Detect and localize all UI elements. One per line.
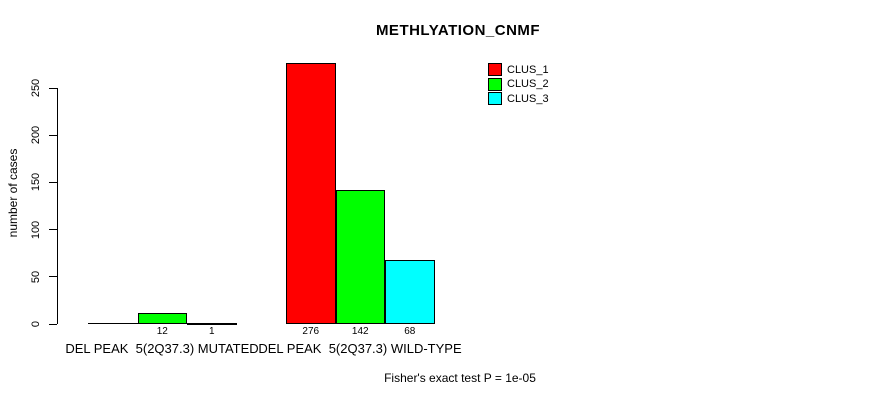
legend-item: CLUS_2: [488, 77, 549, 91]
y-axis-tick: [49, 181, 57, 183]
y-axis-line: [57, 88, 58, 324]
y-axis-tick-label: 0: [30, 320, 42, 328]
bar-clus_1: [286, 63, 336, 324]
legend-swatch-clus_3: [488, 92, 502, 105]
y-axis-tick-label: 150: [30, 173, 42, 192]
bar-value-label: 68: [404, 326, 416, 337]
y-axis-tick-label: 200: [30, 126, 42, 145]
legend-swatch-clus_2: [488, 77, 502, 91]
legend-item: CLUS_1: [488, 63, 549, 76]
bar-value-label: 142: [351, 326, 369, 337]
y-axis-tick: [49, 276, 57, 278]
x-group-label-mutated: DEL PEAK 5(2Q37.3) MUTATED: [65, 341, 259, 356]
y-axis-tick: [49, 323, 57, 325]
bar-clus_3: [187, 323, 237, 325]
bar-value-label: 1: [208, 326, 215, 337]
legend-label: CLUS_1: [507, 63, 549, 76]
chart-title: METHLYATION_CNMF: [375, 22, 541, 39]
y-axis-tick: [49, 87, 57, 89]
legend-label: CLUS_2: [507, 78, 549, 90]
y-axis-tick-label: 50: [30, 270, 42, 283]
bar-clus_2: [335, 190, 385, 324]
y-axis-tick: [49, 134, 57, 136]
legend-label: CLUS_3: [507, 92, 549, 105]
y-axis-tick: [49, 229, 57, 231]
y-axis-tick-label: 100: [30, 220, 42, 239]
bar-clus_3: [385, 260, 435, 324]
bar-value-label: 12: [156, 326, 168, 337]
legend: CLUS_1 CLUS_2 CLUS_3: [488, 63, 549, 105]
bar-clus_2: [137, 313, 187, 324]
bar-value-label: 276: [302, 326, 320, 337]
legend-item: CLUS_3: [488, 92, 549, 105]
x-group-label-wild-type: DEL PEAK 5(2Q37.3) WILD-TYPE: [258, 341, 462, 356]
fisher-exact-test-note: Fisher's exact test P = 1e-05: [384, 371, 536, 385]
legend-swatch-clus_1: [488, 63, 502, 76]
y-axis-tick-label: 250: [30, 78, 42, 98]
